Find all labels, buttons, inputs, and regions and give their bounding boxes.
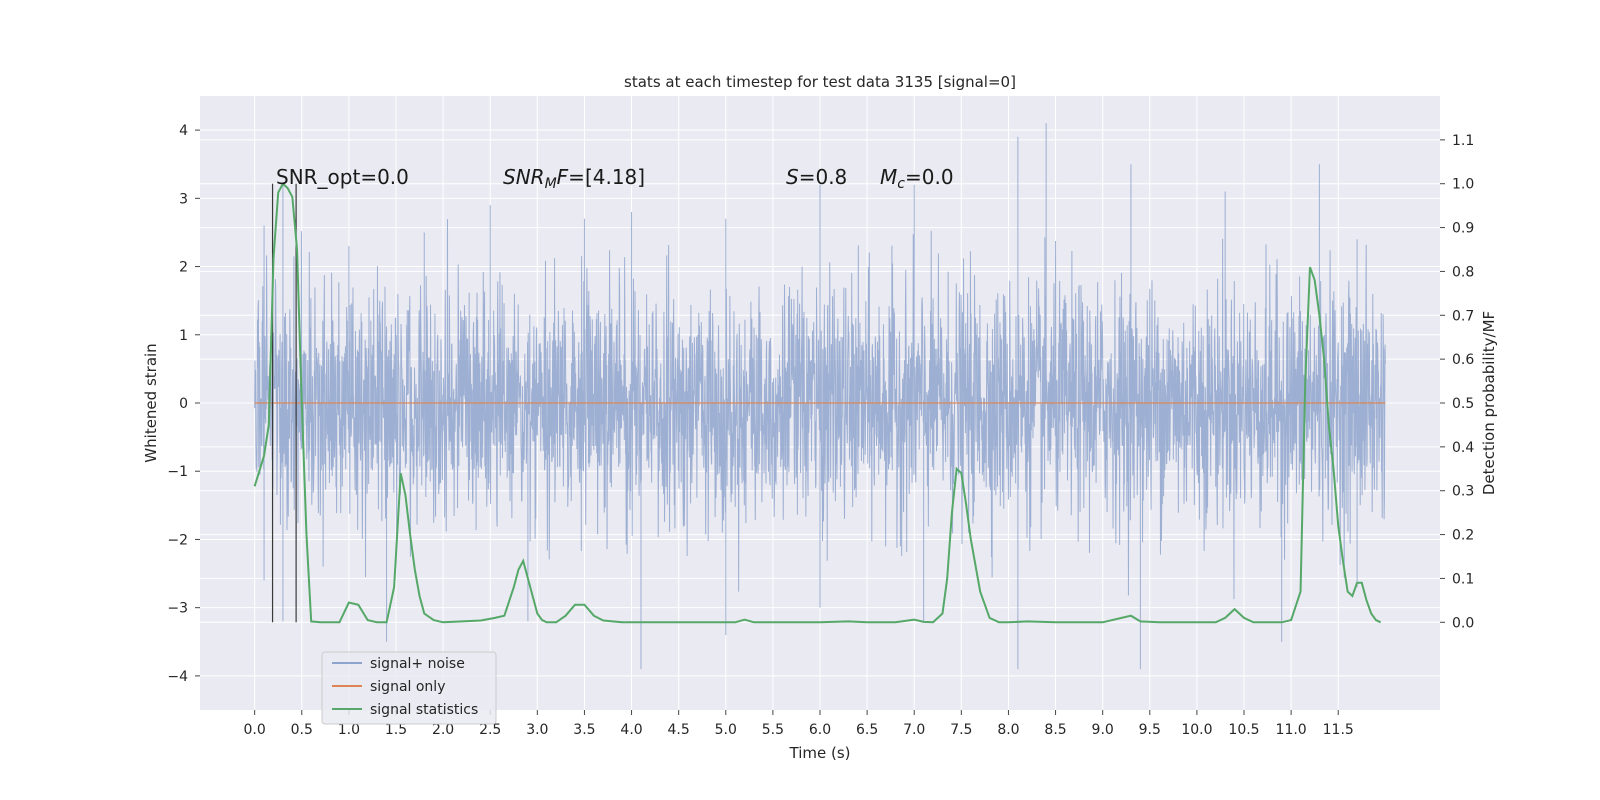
x-tick-label: 0.5: [291, 722, 313, 738]
y-tick-label-left: 3: [179, 191, 188, 207]
x-tick-label: 2.5: [479, 722, 501, 738]
signal-statistics-line: [253, 182, 1382, 624]
x-tick-label: 4.0: [620, 722, 642, 738]
annotation-snr-opt: SNR_opt=0.0: [276, 165, 409, 189]
y-tick-label-left: −3: [167, 601, 188, 617]
legend-label-signal-only: signal only: [370, 679, 445, 695]
x-tick-label: 10.5: [1228, 722, 1259, 738]
annotation-mc-value: 0.0: [922, 165, 954, 189]
y-tick-label-right: 0.6: [1452, 352, 1474, 368]
legend-label-signal-statistics: signal statistics: [370, 702, 478, 718]
x-tick-label: 0.0: [244, 722, 266, 738]
y-tick-label-right: 0.4: [1452, 440, 1474, 456]
y-tick-label-right: 0.5: [1452, 396, 1474, 412]
x-tick-label: 5.0: [715, 722, 737, 738]
y-tick-label-right: 1.0: [1452, 177, 1474, 193]
y-ticks-right: 1.1 1.0 0.9 0.8 0.7 0.6 0.5 0.4 0.3 0.2 0.1 0.0: [1440, 133, 1474, 631]
y-tick-label-right: 0.8: [1452, 264, 1474, 280]
vertical-markers: [271, 183, 297, 623]
y-ticks-left: 4 3 2 1 0 −1 −2 −3 −4: [167, 123, 200, 685]
y-tick-label-right: 1.1: [1452, 133, 1474, 149]
signal-noise-series: [254, 123, 1386, 670]
x-tick-label: 4.5: [668, 722, 690, 738]
x-tick-label: 11.5: [1323, 722, 1354, 738]
y-tick-label-left: −1: [167, 464, 188, 480]
annotation-snr-mf: SNRMF=[4.18]: [503, 165, 645, 192]
x-tick-label: 2.0: [432, 722, 454, 738]
x-ticks: 0.0 0.5 1.0 1.5 2.0 2.5 3.0 3.5 4.0 4.5 5.0 5.5 6.0 6…: [244, 710, 1354, 738]
y-tick-label-left: 2: [179, 260, 188, 276]
x-tick-label: 3.5: [573, 722, 595, 738]
x-tick-label: 7.5: [950, 722, 972, 738]
y-tick-label-left: −4: [167, 669, 188, 685]
x-tick-label: 11.0: [1276, 722, 1307, 738]
y-tick-label-right: 0.3: [1452, 484, 1474, 500]
y-tick-label-right: 0.7: [1452, 308, 1474, 324]
x-tick-label: 10.0: [1181, 722, 1212, 738]
x-tick-label: 5.5: [762, 722, 784, 738]
y-tick-label-right: 0.2: [1452, 528, 1474, 544]
signal-statistics-series: [253, 182, 1382, 624]
y-axis-label-right: Detection probability/MF: [1480, 311, 1498, 495]
annotation-mc: Mc=0.0: [880, 165, 954, 192]
x-tick-label: 1.5: [385, 722, 407, 738]
x-tick-label: 3.0: [526, 722, 548, 738]
x-tick-label: 8.5: [1044, 722, 1066, 738]
x-tick-label: 6.5: [856, 722, 878, 738]
y-tick-label-left: 0: [179, 396, 188, 412]
y-tick-label-right: 0.9: [1452, 221, 1474, 237]
x-tick-label: 7.0: [903, 722, 925, 738]
x-tick-label: 9.0: [1092, 722, 1114, 738]
y-tick-label-right: 0.0: [1452, 615, 1474, 631]
x-tick-label: 1.0: [338, 722, 360, 738]
y-axis-label-left: Whitened strain: [142, 343, 160, 462]
y-tick-label-left: 4: [179, 123, 188, 139]
legend-box: [321, 651, 497, 725]
x-axis-label: Time (s): [789, 744, 851, 762]
annotation-s-value: 0.8: [815, 165, 847, 189]
signal-noise-line: [254, 123, 1386, 670]
legend-label-signal-noise: signal+ noise: [370, 656, 465, 672]
annotation-snr-mf-value: [4.18]: [585, 165, 645, 189]
x-tick-label: 9.5: [1139, 722, 1161, 738]
chart-title: stats at each timestep for test data 313…: [624, 73, 1016, 91]
y-tick-label-left: 1: [179, 328, 188, 344]
x-tick-label: 8.0: [997, 722, 1019, 738]
annotation-s: S=0.8: [786, 165, 847, 189]
legend: signal+ noise signal only signal statist…: [321, 651, 497, 725]
y-tick-label-right: 0.1: [1452, 571, 1474, 587]
y-tick-label-left: −2: [167, 532, 188, 548]
x-tick-label: 6.0: [809, 722, 831, 738]
